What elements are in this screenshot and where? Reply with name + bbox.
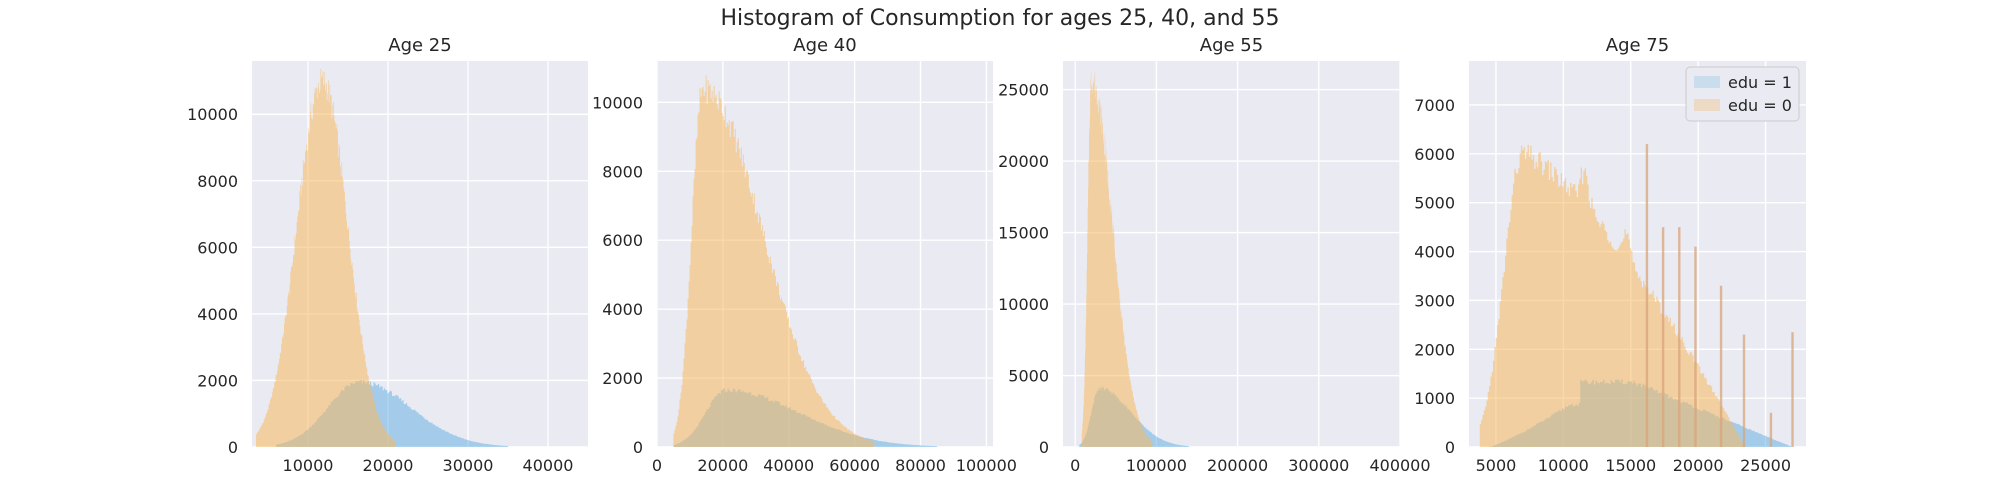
x-tick-label: 30000 [443,456,494,475]
panel-title: Age 75 [1606,35,1669,56]
legend-swatch [1694,76,1720,88]
y-tick-label: 10000 [592,93,643,112]
y-tick-label: 8000 [197,172,238,191]
histogram-series-edu0 [673,75,875,447]
histogram-spike [1769,412,1773,447]
x-tick-label: 20000 [363,456,414,475]
histogram-spike [1645,144,1649,447]
x-tick-label: 100000 [1126,456,1187,475]
histogram-series-edu0 [256,69,396,447]
y-tick-label: 20000 [998,152,1049,171]
y-tick-label: 8000 [602,162,643,181]
panel-4: 5000 10000 15000 20000 25000 0 1000 2000 3000 400… [1414,35,1806,475]
y-tick-label: 1000 [1414,389,1455,408]
x-tick-label: 25000 [1740,456,1791,475]
histogram-series-edu0 [1081,72,1153,447]
x-tick-label: 5000 [1476,456,1517,475]
panel-2: 0 20000 40000 60000 80000 100000 0 2000 4000 6000… [592,35,1017,475]
x-tick-label: 40000 [523,456,574,475]
histogram-spike [1694,246,1697,447]
x-tick-label: 10000 [283,456,334,475]
x-tick-label: 10000 [1538,456,1589,475]
panel-title: Age 40 [793,35,856,56]
panel-1: 10000 20000 30000 40000 0 2000 4000 6000 8000 100… [187,35,588,475]
y-tick-label: 0 [228,438,238,457]
figure-title: Histogram of Consumption for ages 25, 40… [720,6,1279,31]
y-tick-label: 7000 [1414,96,1455,115]
y-tick-label: 2000 [197,371,238,390]
y-tick-label: 15000 [998,224,1049,243]
legend-swatch [1694,99,1720,111]
y-tick-label: 2000 [602,369,643,388]
legend: edu = 1 edu = 0 [1685,66,1800,122]
x-tick-label: 60000 [829,456,880,475]
histogram-spike [1742,334,1746,447]
x-tick-label: 20000 [697,456,748,475]
y-tick-label: 4000 [602,300,643,319]
x-tick-label: 40000 [763,456,814,475]
y-tick-label: 10000 [187,105,238,124]
y-tick-label: 5000 [1008,367,1049,386]
x-tick-label: 0 [652,456,662,475]
panel-3: 0 100000 200000 300000 400000 0 5000 10000 15000… [998,35,1430,475]
y-tick-label: 0 [1039,438,1049,457]
x-tick-label: 400000 [1369,456,1430,475]
y-tick-label: 3000 [1414,291,1455,310]
y-tick-label: 10000 [998,295,1049,314]
legend-label: edu = 1 [1728,73,1792,92]
x-tick-label: 80000 [895,456,946,475]
y-tick-label: 4000 [1414,243,1455,262]
x-tick-label: 200000 [1207,456,1268,475]
y-tick-label: 0 [633,438,643,457]
x-tick-label: 20000 [1673,456,1724,475]
legend-label: edu = 0 [1728,96,1792,115]
y-tick-label: 5000 [1414,194,1455,213]
histogram-spike [1678,227,1681,447]
y-tick-label: 2000 [1414,340,1455,359]
panel-title: Age 55 [1200,35,1263,56]
y-tick-label: 0 [1445,438,1455,457]
y-tick-label: 6000 [602,231,643,250]
y-tick-label: 25000 [998,81,1049,100]
histogram-spike [1661,227,1665,447]
histogram-spike [1719,285,1723,447]
y-tick-label: 4000 [197,305,238,324]
x-tick-label: 100000 [956,456,1017,475]
x-tick-label: 0 [1070,456,1080,475]
x-tick-label: 300000 [1288,456,1349,475]
x-tick-label: 15000 [1605,456,1656,475]
histogram-spike [1791,332,1794,447]
y-tick-label: 6000 [1414,145,1455,164]
panel-title: Age 25 [388,35,451,56]
y-tick-label: 6000 [197,238,238,257]
